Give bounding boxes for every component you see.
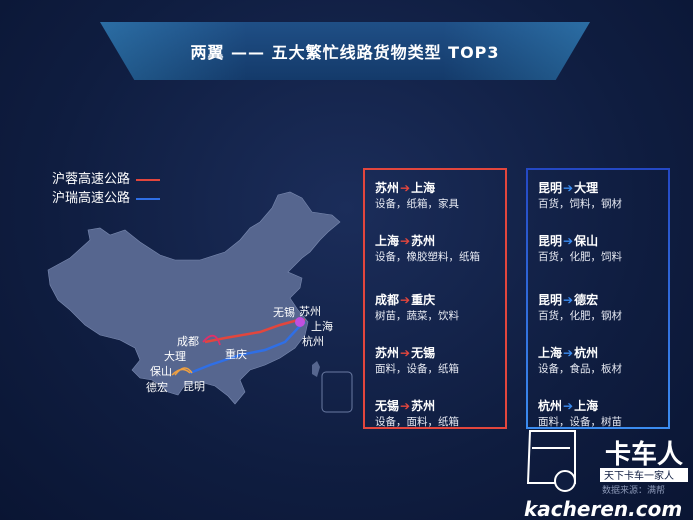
route-item: 上海 ➔ 苏州设备，橡胶塑料，纸箱 [375,233,495,266]
route-from: 上海 [538,346,563,360]
route-from: 上海 [375,234,400,248]
kacheren-logo: 卡车人 天下卡车一家人 数据来源：满帮 kacheren.com [524,430,688,520]
legend-label: 沪瑞高速公路 [52,191,131,206]
arrow-right-icon: ➔ [563,399,574,413]
route-title: 无锡 ➔ 苏州 [375,398,495,414]
legend: 沪蓉高速公路 沪瑞高速公路 [52,170,161,208]
route-from: 昆明 [538,181,563,195]
route-goods: 百货，化肥，饲料 [538,251,622,263]
route-to: 苏州 [411,399,436,413]
route-to: 上海 [574,399,599,413]
route-goods: 设备，食品，板材 [538,363,622,375]
city-label-hangzhou: 杭州 [302,334,324,348]
arrow-right-icon: ➔ [400,346,411,360]
logo-site: kacheren.com [524,497,682,520]
data-source-note: 数据来源：满帮 [602,484,665,496]
route-from: 成都 [375,293,400,307]
route-goods: 面料，设备，树苗 [538,416,622,428]
route-goods: 设备，纸箱，家具 [375,198,459,210]
city-label-wuxi: 无锡 [273,305,295,319]
route-title: 杭州 ➔ 上海 [538,398,658,414]
legend-line-blue [136,197,161,200]
arrow-right-icon: ➔ [563,346,574,360]
route-to: 重庆 [411,293,436,307]
route-to: 上海 [411,181,436,195]
route-title: 昆明 ➔ 德宏 [538,292,658,308]
logo-slogan: 天下卡车一家人 [604,469,674,482]
arrow-right-icon: ➔ [400,399,411,413]
city-label-baoshan: 保山 [150,364,172,378]
route-from: 杭州 [538,399,563,413]
route-title: 苏州 ➔ 上海 [375,180,495,196]
route-item: 苏州 ➔ 上海设备，纸箱，家具 [375,180,495,213]
route-to: 保山 [574,234,599,248]
route-item: 成都 ➔ 重庆树苗，蔬菜，饮料 [375,292,495,325]
route-title: 成都 ➔ 重庆 [375,292,495,308]
route-item: 苏州 ➔ 无锡面料，设备，纸箱 [375,345,495,378]
route-goods: 百货，饲料，钢材 [538,198,622,210]
hurong-routes-panel: 苏州 ➔ 上海 设备，纸箱，家具 上海 ➔ 苏州 设备，橡胶塑料，纸箱 成都 ➔ 重庆 树苗，蔬菜，饮… [363,168,507,429]
legend-label: 沪蓉高速公路 [52,172,131,187]
city-label-suzhou: 苏州 [299,305,321,318]
route-item: 无锡 ➔ 苏州设备，面料，纸箱 [375,398,495,431]
arrow-right-icon: ➔ [400,293,411,307]
route-goods: 设备，橡胶塑料，纸箱 [375,251,480,263]
route-title: 昆明 ➔ 保山 [538,233,658,249]
legend-item-hurong: 沪蓉高速公路 [52,170,161,189]
taiwan [312,361,320,377]
city-label-dehong: 德宏 [146,380,168,394]
route-to: 大理 [574,181,599,195]
route-item: 昆明 ➔ 保山百货，化肥，饲料 [538,233,658,266]
china-map: 成都 重庆 大理 保山 德宏 昆明 无锡 苏州 上海 杭州 [47,191,353,413]
arrow-right-icon: ➔ [563,293,574,307]
city-label-chengdu: 成都 [177,335,199,348]
arrow-right-icon: ➔ [563,234,574,248]
hurui-routes-panel: 昆明 ➔ 大理 百货，饲料，钢材 昆明 ➔ 保山 百货，化肥，饲料 昆明 ➔ 德宏 百货，化肥，钢材上… [526,168,670,429]
route-to: 德宏 [574,293,599,307]
logo-brand: 卡车人 [605,439,683,470]
kunming-arcs [171,367,193,376]
route-goods: 设备，面料，纸箱 [375,416,459,428]
city-label-chongqing: 重庆 [225,347,247,361]
title-banner: 两翼 —— 五大繁忙线路货物类型 TOP3 [100,22,590,80]
legend-line-red [136,178,161,181]
route-goods: 面料，设备，纸箱 [375,363,459,375]
route-to: 苏州 [411,234,436,248]
yangtze-delta-hub [295,317,305,327]
route-goods: 树苗，蔬菜，饮料 [375,310,459,322]
page-title: 两翼 —— 五大繁忙线路货物类型 TOP3 [190,43,500,62]
arrow-right-icon: ➔ [400,181,411,195]
hurui-route-line [189,321,306,375]
route-item: 杭州 ➔ 上海面料，设备，树苗 [538,398,658,431]
route-from: 苏州 [375,346,400,360]
china-outline [47,191,341,405]
route-to: 无锡 [411,346,436,360]
arrow-right-icon: ➔ [563,181,574,195]
arrow-right-icon: ➔ [400,234,411,248]
route-title: 上海 ➔ 苏州 [375,233,495,249]
route-title: 上海 ➔ 杭州 [538,345,658,361]
route-item: 上海 ➔ 杭州设备，食品，板材 [538,345,658,378]
south-sea-inset [321,371,353,413]
route-item: 昆明 ➔ 大理百货，饲料，钢材 [538,180,658,213]
route-to: 杭州 [574,346,599,360]
route-from: 苏州 [375,181,400,195]
chengdu-chongqing-arc [202,334,221,346]
route-goods: 百货，化肥，钢材 [538,310,622,322]
route-from: 昆明 [538,293,563,307]
route-from: 昆明 [538,234,563,248]
route-title: 苏州 ➔ 无锡 [375,345,495,361]
route-title: 昆明 ➔ 大理 [538,180,658,196]
route-item: 昆明 ➔ 德宏百货，化肥，钢材 [538,292,658,325]
city-label-kunming: 昆明 [183,380,205,393]
route-from: 无锡 [375,399,400,413]
city-label-dali: 大理 [164,349,186,363]
city-label-shanghai: 上海 [311,319,333,333]
legend-item-hurui: 沪瑞高速公路 [52,189,161,208]
